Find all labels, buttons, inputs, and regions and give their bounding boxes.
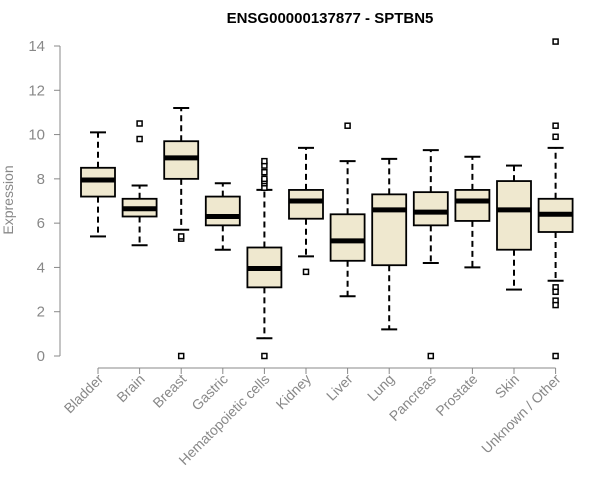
box-iqr xyxy=(329,213,366,262)
outlier-point xyxy=(261,168,268,176)
box-iqr xyxy=(454,189,491,222)
box-group xyxy=(121,120,158,247)
box-group xyxy=(537,38,574,360)
x-tick-label: Bladder xyxy=(61,371,107,417)
y-tick-label: 6 xyxy=(37,215,45,232)
outlier-point xyxy=(552,352,559,360)
x-tick-label: Unknown / Other xyxy=(478,371,564,457)
outlier-point xyxy=(177,352,185,360)
y-tick-label: 0 xyxy=(37,348,45,365)
box-group xyxy=(371,157,408,331)
box-group xyxy=(246,157,283,360)
chart-title: ENSG00000137877 - SPTBN5 xyxy=(227,10,434,27)
y-tick-label: 12 xyxy=(28,82,45,99)
x-tick-label: Brain xyxy=(113,371,147,405)
outlier-point xyxy=(344,122,351,129)
x-tick-label: Kidney xyxy=(273,371,315,413)
outlier-point xyxy=(552,288,559,296)
box-iqr xyxy=(412,191,449,227)
outlier-point xyxy=(136,135,143,143)
box-group xyxy=(204,182,241,251)
box-group xyxy=(329,122,366,298)
y-tick-label: 10 xyxy=(28,127,45,144)
box-iqr xyxy=(288,189,324,220)
outlier-point xyxy=(552,133,559,141)
outlier-point xyxy=(136,120,143,127)
y-tick-label: 2 xyxy=(37,304,45,321)
y-tick-label: 8 xyxy=(37,171,45,188)
outlier-point xyxy=(552,38,559,45)
outlier-point xyxy=(261,157,268,165)
outlier-point xyxy=(261,175,268,183)
outlier-point xyxy=(427,352,435,360)
box-group xyxy=(496,164,532,291)
x-tick-label: Skin xyxy=(492,371,523,402)
box-iqr xyxy=(204,195,241,227)
outlier-point xyxy=(177,233,185,240)
y-tick-label: 4 xyxy=(37,259,45,276)
boxes xyxy=(80,38,574,360)
x-tick-label: Breast xyxy=(149,371,189,411)
box-group xyxy=(80,131,116,238)
outlier-point xyxy=(302,268,310,276)
box-group xyxy=(163,107,200,360)
box-iqr xyxy=(371,193,408,267)
outlier-point xyxy=(552,122,559,129)
box-group xyxy=(412,149,449,360)
x-tick-label: Lung xyxy=(364,371,397,404)
box-group xyxy=(288,146,324,276)
x-tick-label: Prostate xyxy=(432,371,480,419)
y-axis-label: Expression xyxy=(0,165,16,234)
box-group xyxy=(454,155,491,269)
outlier-point xyxy=(552,301,559,309)
outlier-point xyxy=(261,352,268,360)
y-tick-label: 14 xyxy=(28,38,45,55)
x-tick-label: Liver xyxy=(323,371,356,404)
box-iqr xyxy=(496,180,532,251)
